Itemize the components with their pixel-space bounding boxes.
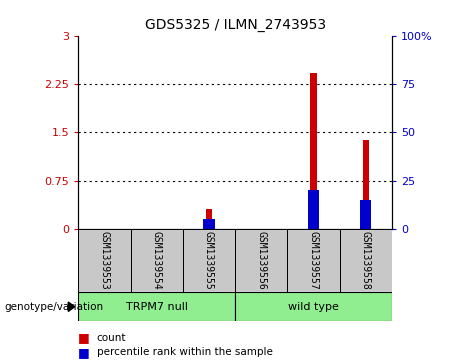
Bar <box>308 190 319 229</box>
Bar <box>287 229 340 292</box>
Text: count: count <box>97 333 126 343</box>
Bar <box>235 229 287 292</box>
Text: ■: ■ <box>78 346 90 359</box>
Bar <box>310 73 317 229</box>
Title: GDS5325 / ILMN_2743953: GDS5325 / ILMN_2743953 <box>145 19 325 33</box>
Polygon shape <box>68 302 75 311</box>
Text: wild type: wild type <box>288 302 339 312</box>
Bar <box>360 200 372 229</box>
Text: GSM1339555: GSM1339555 <box>204 231 214 290</box>
Text: GSM1339554: GSM1339554 <box>152 231 162 290</box>
Text: GSM1339558: GSM1339558 <box>361 231 371 290</box>
Bar <box>235 292 392 321</box>
Text: ■: ■ <box>78 331 90 344</box>
Text: TRPM7 null: TRPM7 null <box>126 302 188 312</box>
Bar <box>78 229 130 292</box>
Bar <box>78 292 235 321</box>
Bar <box>183 229 235 292</box>
Bar <box>130 229 183 292</box>
Bar <box>203 219 215 229</box>
Text: percentile rank within the sample: percentile rank within the sample <box>97 347 273 357</box>
Bar <box>340 229 392 292</box>
Text: GSM1339553: GSM1339553 <box>100 231 110 290</box>
Text: genotype/variation: genotype/variation <box>5 302 104 312</box>
Bar <box>363 140 369 229</box>
Text: GSM1339556: GSM1339556 <box>256 231 266 290</box>
Text: GSM1339557: GSM1339557 <box>308 231 319 290</box>
Bar <box>206 209 212 229</box>
